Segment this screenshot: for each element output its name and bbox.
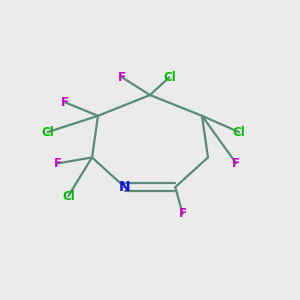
Text: F: F [118,71,126,84]
Text: N: N [119,180,130,194]
Text: Cl: Cl [62,190,75,202]
Text: F: F [179,207,187,220]
Text: Cl: Cl [163,71,176,84]
Text: Cl: Cl [41,126,54,139]
Text: F: F [54,157,62,170]
Text: F: F [61,96,69,109]
Text: F: F [232,157,240,170]
Text: Cl: Cl [233,126,245,139]
